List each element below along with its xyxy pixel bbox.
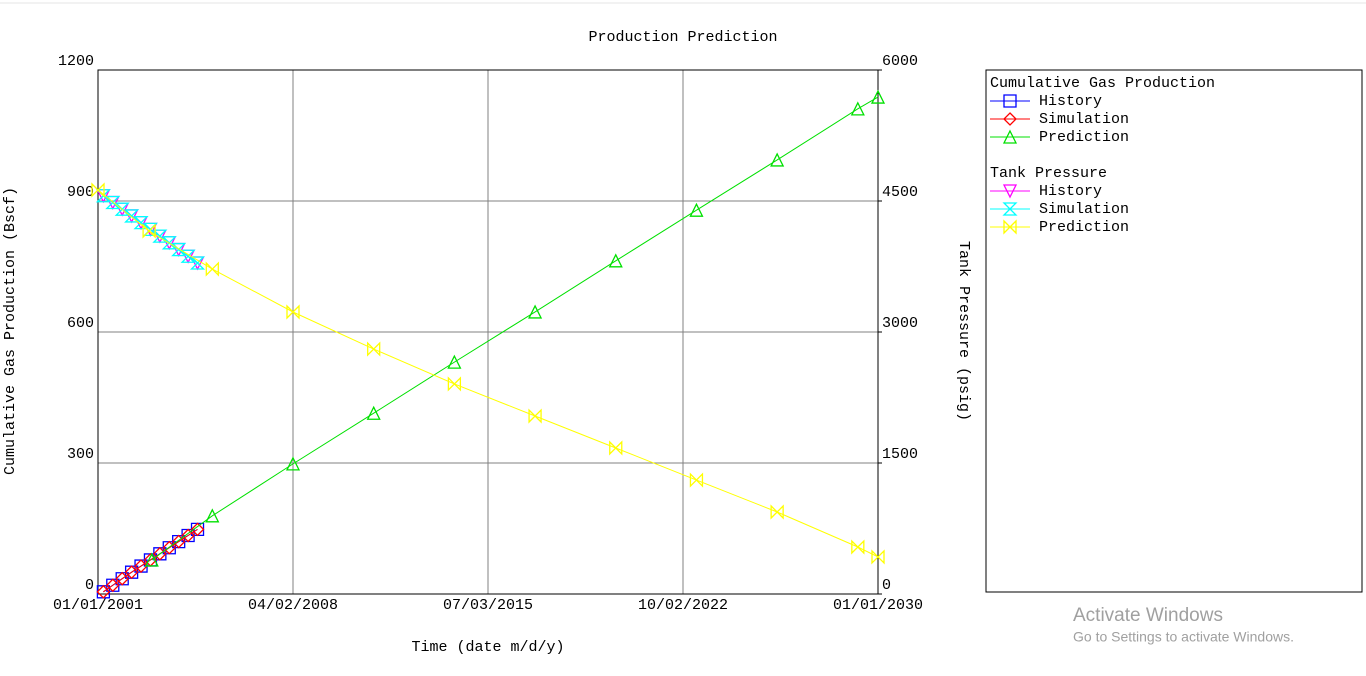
legend-label: History	[1039, 93, 1102, 110]
y-tick-label: 900	[67, 184, 94, 201]
marker	[770, 152, 785, 167]
legend-group-title: Cumulative Gas Production	[990, 75, 1215, 92]
marker	[134, 559, 148, 573]
marker	[528, 304, 543, 319]
marker	[171, 534, 186, 549]
legend-label: Prediction	[1039, 129, 1129, 146]
marker	[181, 528, 196, 543]
series-line	[97, 189, 879, 558]
marker	[528, 408, 542, 424]
legend-marker	[1003, 94, 1017, 108]
series-line	[151, 96, 879, 561]
marker	[162, 540, 177, 555]
marker	[367, 341, 381, 357]
marker	[96, 585, 111, 599]
series-line	[103, 528, 198, 593]
marker	[689, 472, 704, 488]
marker	[285, 456, 301, 471]
legend-box	[985, 69, 1363, 593]
y2-tick-label: 6000	[882, 53, 918, 70]
y-tick-label: 1200	[58, 53, 94, 70]
legend-marker	[1003, 112, 1017, 126]
y2-axis-title: Tank Pressure (psig)	[955, 241, 972, 421]
x-tick-label: 01/01/2001	[53, 597, 143, 614]
marker	[91, 182, 105, 198]
marker	[190, 522, 205, 537]
y-tick-label: 300	[67, 446, 94, 463]
y-axis-title: Cumulative Gas Production (Bscf)	[2, 187, 19, 475]
marker	[189, 256, 206, 270]
y-tick-label: 600	[67, 315, 94, 332]
marker	[142, 223, 156, 239]
marker	[689, 202, 704, 217]
marker	[205, 508, 220, 523]
marker	[851, 539, 865, 555]
marker	[180, 249, 196, 263]
marker	[447, 354, 462, 369]
marker	[96, 584, 111, 599]
x-tick-label: 01/01/2030	[833, 597, 923, 614]
x-tick-label: 10/02/2022	[638, 597, 728, 614]
marker	[95, 189, 111, 203]
legend-label: Simulation	[1039, 201, 1129, 218]
marker	[124, 565, 139, 579]
legend-label: History	[1039, 183, 1102, 200]
y2-tick-label: 4500	[882, 184, 918, 201]
legend-marker	[1002, 202, 1018, 216]
marker	[124, 565, 139, 580]
marker	[115, 571, 130, 586]
marker	[172, 534, 186, 549]
marker	[286, 304, 300, 320]
marker	[171, 242, 187, 257]
marker	[870, 89, 886, 104]
y2-tick-label: 0	[882, 577, 891, 594]
marker	[871, 549, 885, 565]
marker	[447, 376, 462, 392]
marker	[162, 541, 176, 555]
legend-marker	[1002, 184, 1018, 199]
legend-marker	[1003, 219, 1017, 235]
marker	[153, 547, 167, 561]
x-tick-label: 04/02/2008	[248, 597, 338, 614]
marker	[609, 440, 623, 456]
marker	[205, 261, 219, 277]
marker	[152, 546, 167, 561]
marker	[106, 578, 120, 592]
marker	[850, 101, 865, 116]
y2-tick-label: 3000	[882, 315, 918, 332]
legend-label: Prediction	[1039, 219, 1129, 236]
marker	[152, 229, 168, 243]
x-tick-label: 07/03/2015	[443, 597, 533, 614]
plot-frame	[97, 69, 879, 595]
legend-label: Simulation	[1039, 111, 1129, 128]
x-axis-title: Time (date m/d/y)	[411, 639, 564, 656]
watermark-title: Activate Windows	[1073, 605, 1223, 626]
legend-group-title: Tank Pressure	[990, 165, 1107, 182]
marker	[608, 253, 623, 268]
y-tick-label: 0	[85, 577, 94, 594]
marker	[105, 578, 120, 593]
marker	[124, 209, 140, 223]
marker	[134, 559, 148, 573]
watermark-subtitle: Go to Settings to activate Windows.	[1073, 629, 1294, 645]
marker	[105, 195, 121, 210]
marker	[770, 504, 784, 520]
y2-tick-label: 1500	[882, 446, 918, 463]
marker	[144, 552, 159, 567]
chart-title: Production Prediction	[588, 29, 777, 46]
marker	[366, 405, 381, 420]
legend-marker	[1002, 129, 1018, 144]
marker	[115, 572, 129, 586]
